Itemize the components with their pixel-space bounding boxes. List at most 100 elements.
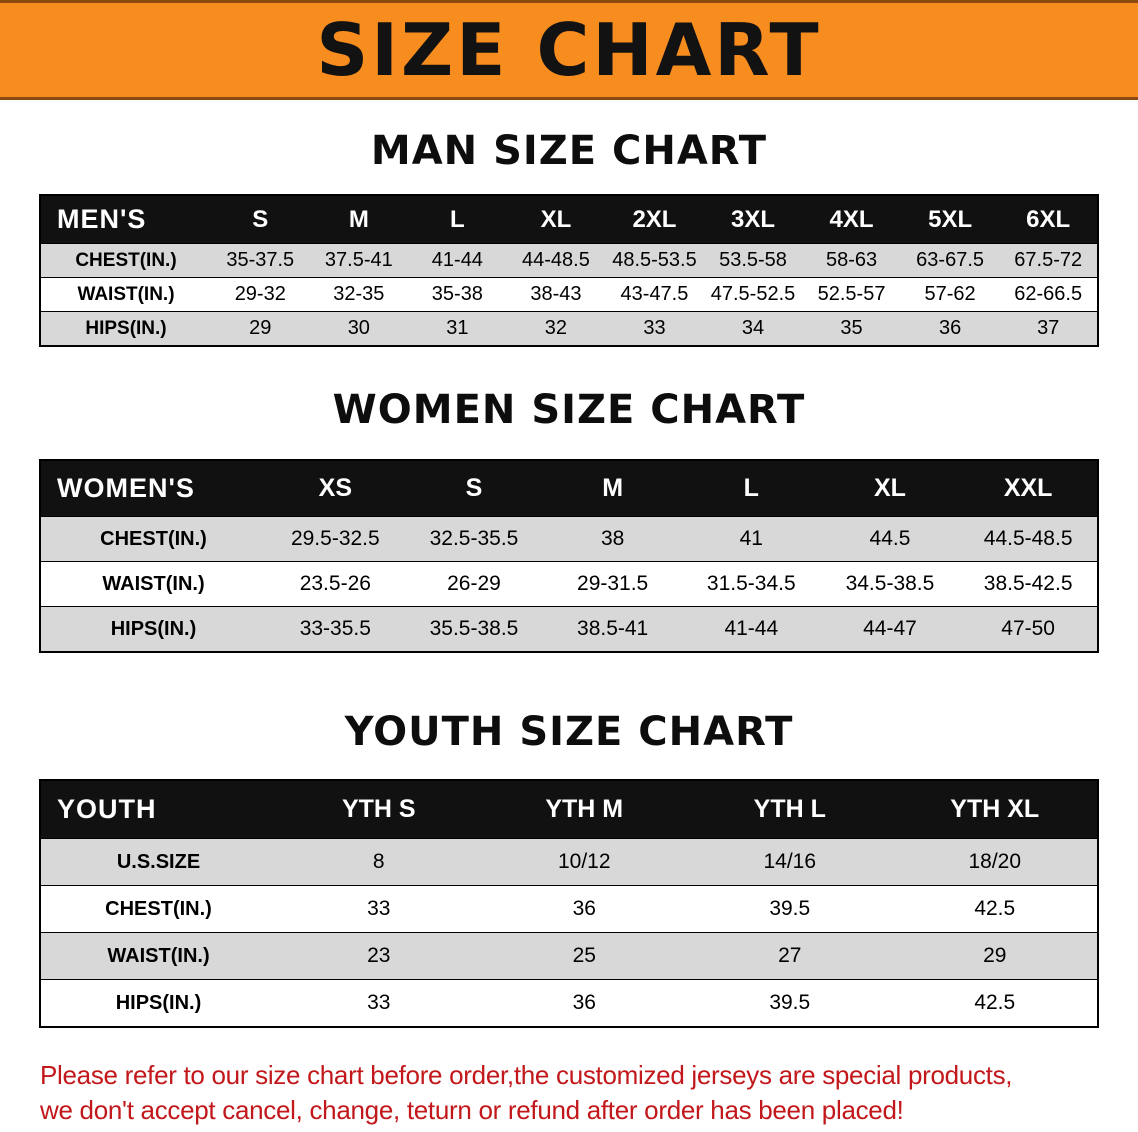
measurement-row: WAIST(IN.) 23 25 27 29 [40,932,1098,980]
size-value-cell: 41 [739,527,763,550]
size-value-cell: 10/12 [557,850,611,873]
size-value-cell: 35-37.5 [226,249,295,271]
size-column-header: 3XL [703,195,803,244]
men-size-section: MAN SIZE CHART MEN'S S M L XL 2XL 3XL 4XL 5XL 6XL… [0,128,1138,347]
size-value-cell: 26-29 [447,572,501,595]
size-value-cell: 63-67.5 [916,249,985,271]
size-value-cell: 35-38 [431,283,483,305]
size-value-cell: 29-31.5 [577,572,649,595]
size-value-cell: 30 [347,317,370,339]
size-value-cell: 37.5-41 [324,249,393,271]
size-value-cell: 36 [572,897,596,920]
size-value-cell: 38.5-42.5 [983,572,1073,595]
size-value-cell: 8 [372,850,385,873]
table-corner-label: MEN'S [40,195,211,244]
size-value-cell: 67.5-72 [1014,249,1083,271]
measurement-row: HIPS(IN.) 33-35.5 35.5-38.5 38.5-41 41-44 44-… [40,606,1098,652]
measurement-label: HIPS(IN.) [110,617,197,640]
size-value-cell: 36 [938,317,962,339]
size-value-cell: 35.5-38.5 [429,617,519,640]
size-value-cell: 57-62 [924,283,976,305]
size-column-header: YTH L [687,780,893,839]
size-value-cell: 33-35.5 [299,617,371,640]
size-value-cell: 38 [600,527,625,550]
disclaimer-note: Please refer to our size chart before or… [40,1058,1138,1128]
size-column-header: S [211,195,310,244]
size-value-cell: 44.5-48.5 [983,527,1073,550]
measurement-row: WAIST(IN.) 23.5-26 26-29 29-31.5 31.5-34.5 34… [40,561,1098,607]
size-value-cell: 37 [1037,317,1060,339]
size-value-cell: 44.5 [869,527,911,550]
size-value-cell: 44-48.5 [521,249,590,271]
size-value-cell: 38-43 [530,283,582,305]
size-column-header: XL [820,460,960,517]
table-corner-label: YOUTH [40,780,276,839]
size-value-cell: 31.5-34.5 [706,572,796,595]
size-value-cell: 35 [840,317,863,339]
men-section-heading: MAN SIZE CHART [370,128,768,174]
measurement-row: CHEST(IN.) 29.5-32.5 32.5-35.5 38 41 44.5 44.5… [40,516,1098,562]
size-column-header: YTH M [481,780,687,839]
size-column-header: 5XL [900,195,1000,244]
size-value-cell: 29 [983,944,1007,967]
size-value-cell: 44-47 [863,617,917,640]
size-value-cell: 38.5-41 [577,617,649,640]
size-value-cell: 41-44 [431,249,483,271]
measurement-row: CHEST(IN.) 35-37.5 37.5-41 41-44 44-48.5 48.5… [40,243,1098,278]
women-size-section: WOMEN SIZE CHART WOMEN'S XS S M L XL XXL CHEST(… [0,387,1138,653]
measurement-label: WAIST(IN.) [107,944,210,967]
women-size-table: WOMEN'S XS S M L XL XXL CHEST(IN.) 29.5-32.5 32.5… [39,459,1099,653]
measurement-row: HIPS(IN.) 29 30 31 32 33 34 35 36 37 [40,311,1098,346]
size-column-header: XS [266,460,405,517]
size-column-header: M [309,195,409,244]
youth-section-heading: YOUTH SIZE CHART [344,709,794,755]
disclaimer-line-1: Please refer to our size chart before or… [40,1060,1013,1090]
size-value-cell: 23.5-26 [299,572,371,595]
size-column-header: L [408,195,507,244]
size-value-cell: 34.5-38.5 [845,572,935,595]
size-value-cell: 48.5-53.5 [612,249,697,271]
size-value-cell: 34 [741,317,765,339]
size-value-cell: 29.5-32.5 [290,527,380,550]
size-column-header: L [681,460,821,517]
size-value-cell: 52.5-57 [817,283,886,305]
size-value-cell: 39.5 [769,991,811,1014]
size-column-header: XL [506,195,606,244]
size-value-cell: 39.5 [769,897,811,920]
size-value-cell: 25 [572,944,596,967]
size-value-cell: 32.5-35.5 [429,527,519,550]
measurement-row: U.S.SIZE 8 10/12 14/16 18/20 [40,838,1098,886]
size-value-cell: 29 [249,317,272,339]
size-column-header: 2XL [605,195,704,244]
table-header-row: YOUTH YTH S YTH M YTH L YTH XL [40,780,1098,839]
size-column-header: YTH S [276,780,482,839]
size-value-cell: 43-47.5 [620,283,689,305]
size-value-cell: 23 [367,944,391,967]
measurement-label: HIPS(IN.) [85,317,167,339]
size-value-cell: 47-50 [1001,617,1055,640]
size-value-cell: 33 [643,317,666,339]
size-value-cell: 58-63 [825,249,878,271]
size-value-cell: 33 [367,991,391,1014]
measurement-label: CHEST(IN.) [75,249,177,271]
measurement-label: WAIST(IN.) [77,283,175,305]
size-value-cell: 41-44 [724,617,779,640]
measurement-row: HIPS(IN.) 33 36 39.5 42.5 [40,979,1098,1027]
women-section-heading: WOMEN SIZE CHART [332,387,806,433]
size-value-cell: 18/20 [968,850,1022,873]
measurement-label: CHEST(IN.) [105,897,212,920]
measurement-label: WAIST(IN.) [102,572,205,595]
size-value-cell: 42.5 [974,897,1016,920]
size-column-header: YTH XL [892,780,1098,839]
size-value-cell: 53.5-58 [719,249,787,271]
page-title: SIZE CHART [316,8,822,92]
youth-size-table: YOUTH YTH S YTH M YTH L YTH XL U.S.SIZE 8 10/12… [39,779,1099,1028]
size-value-cell: 32 [544,317,568,339]
table-header-row: WOMEN'S XS S M L XL XXL [40,460,1098,517]
measurement-row: WAIST(IN.) 29-32 32-35 35-38 38-43 43-47.5 47.… [40,277,1098,312]
size-value-cell: 29-32 [234,283,286,305]
size-value-cell: 31 [446,317,469,339]
table-header-row: MEN'S S M L XL 2XL 3XL 4XL 5XL 6XL [40,195,1098,244]
size-value-cell: 42.5 [974,991,1016,1014]
